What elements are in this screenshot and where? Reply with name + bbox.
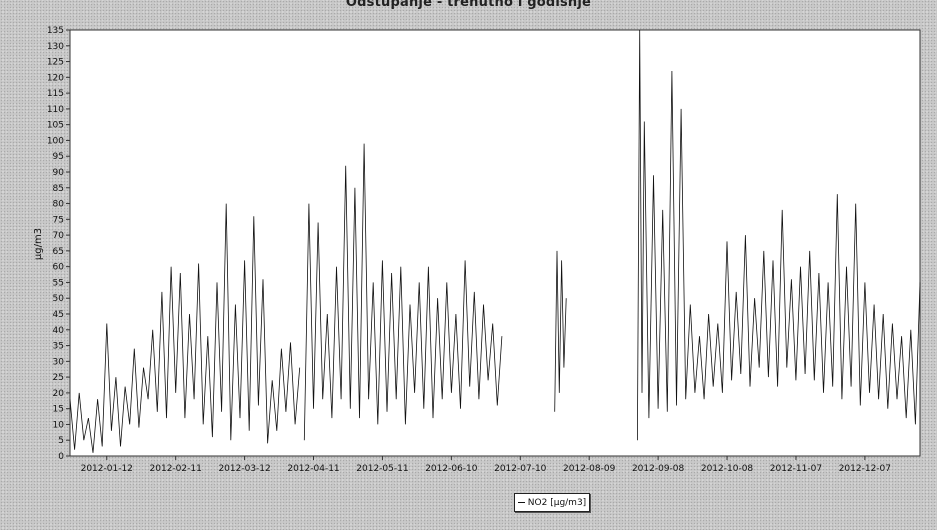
x-tick-label: 2012-07-10 <box>494 464 547 474</box>
x-tick-label: 2012-08-09 <box>563 464 616 474</box>
y-tick-label: 30 <box>53 357 65 367</box>
y-tick-label: 85 <box>53 184 64 194</box>
y-tick-label: 0 <box>58 452 64 462</box>
plot-area <box>69 29 921 457</box>
y-tick-label: 50 <box>53 294 65 304</box>
series-line-segment <box>637 29 921 441</box>
x-tick-label: 2012-03-12 <box>218 464 270 474</box>
x-tick-label: 2012-11-07 <box>770 464 822 474</box>
series-line-segment <box>303 143 503 441</box>
x-tick-label: 2012-02-11 <box>150 464 202 474</box>
y-tick-label: 135 <box>47 26 64 36</box>
y-tick-label: 10 <box>53 420 65 430</box>
x-tick-label: 2012-09-08 <box>632 464 685 474</box>
y-tick-label: 125 <box>47 58 64 68</box>
chart-title: Odstupanje - trenutno i godišnje <box>345 0 592 10</box>
y-tick-label: 45 <box>53 310 64 320</box>
y-tick-label: 70 <box>53 231 65 241</box>
y-tick-label: 5 <box>58 436 64 446</box>
y-tick-label: 75 <box>53 215 64 225</box>
series-line-segment <box>69 203 301 453</box>
y-tick-label: 15 <box>53 405 64 415</box>
y-tick-label: 65 <box>53 247 64 257</box>
y-tick-label: 20 <box>53 389 65 399</box>
x-tick-label: 2012-12-07 <box>839 464 891 474</box>
y-tick-label: 115 <box>47 89 64 99</box>
series-layer <box>69 29 921 453</box>
y-tick-label: 100 <box>47 136 64 146</box>
legend-line-swatch <box>517 502 525 503</box>
y-tick-label: 110 <box>47 105 64 115</box>
x-axis: 2012-01-12 2012-02-11 2012-03-12 2012-04-11… <box>81 456 891 474</box>
x-tick-label: 2012-04-11 <box>287 464 339 474</box>
legend-series-label: NO2 [µg/m3] <box>527 497 587 508</box>
x-tick-label: 2012-05-11 <box>356 464 408 474</box>
x-tick-label: 2012-06-10 <box>425 464 478 474</box>
y-tick-label: 90 <box>53 168 65 178</box>
y-tick-label: 120 <box>47 73 64 83</box>
y-tick-label: 105 <box>47 121 64 131</box>
y-tick-label: 60 <box>53 263 65 273</box>
y-axis: 0 5 10 15 20 25 30 35 40 45 50 55 60 65 70 75 80 85 90 95 10… <box>47 26 70 462</box>
y-tick-label: 95 <box>53 152 64 162</box>
x-tick-label: 2012-10-08 <box>701 464 754 474</box>
y-axis-label: µg/m3 <box>33 228 44 260</box>
y-tick-label: 80 <box>53 200 65 210</box>
y-tick-label: 25 <box>53 373 64 383</box>
legend: NO2 [µg/m3] <box>514 493 590 512</box>
x-tick-label: 2012-01-12 <box>81 464 133 474</box>
series-line-segment <box>554 250 567 412</box>
y-tick-label: 40 <box>53 326 65 336</box>
y-tick-label: 35 <box>53 342 64 352</box>
y-tick-label: 55 <box>53 278 64 288</box>
y-tick-label: 130 <box>47 42 64 52</box>
